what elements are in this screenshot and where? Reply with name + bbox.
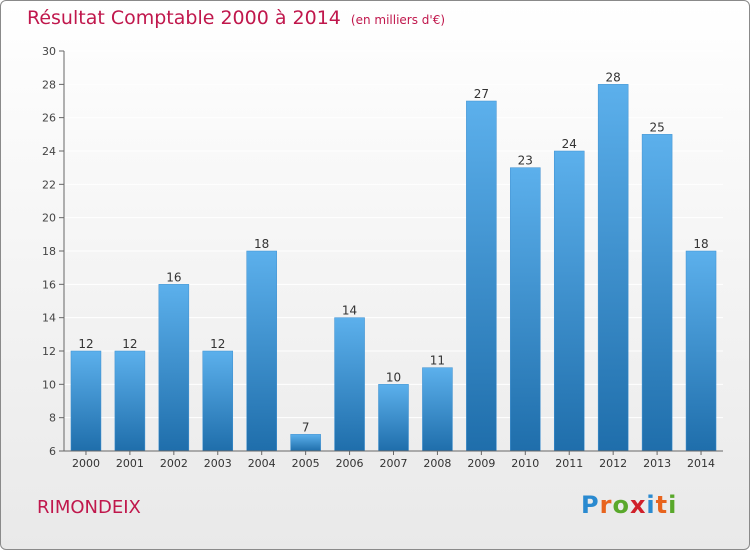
bar-2002 xyxy=(158,284,190,452)
data-label-2011: 24 xyxy=(562,137,577,151)
proxiti-logo[interactable]: Proxiti xyxy=(581,491,677,519)
y-tick-label-10: 10 xyxy=(42,378,56,391)
bar-2009 xyxy=(466,100,497,452)
x-tick-label-2005: 2005 xyxy=(292,457,320,470)
logo-letter: x xyxy=(629,491,647,519)
x-tick-label-2004: 2004 xyxy=(248,457,276,470)
data-label-2004: 18 xyxy=(254,237,269,251)
data-label-2003: 12 xyxy=(210,337,225,351)
x-tick-label-2003: 2003 xyxy=(204,457,232,470)
x-tick-label-2012: 2012 xyxy=(599,457,627,470)
chart-subtitle: (en milliers d'€) xyxy=(350,13,446,27)
x-tick-label-2013: 2013 xyxy=(643,457,671,470)
bar-2011 xyxy=(553,150,585,452)
bar-2004 xyxy=(246,250,277,452)
y-tick-label-20: 20 xyxy=(42,212,56,225)
y-tick-label-22: 22 xyxy=(42,178,56,191)
x-tick-label-2000: 2000 xyxy=(72,457,100,470)
x-tick-label-2010: 2010 xyxy=(511,457,539,470)
x-tick-label-2001: 2001 xyxy=(116,457,144,470)
bar-2012 xyxy=(597,84,629,452)
data-label-2000: 12 xyxy=(78,337,93,351)
logo-letter: i xyxy=(646,491,656,519)
x-tick-label-2009: 2009 xyxy=(467,457,495,470)
data-label-2002: 16 xyxy=(166,270,181,284)
data-label-2001: 12 xyxy=(122,337,137,351)
y-tick-label-12: 12 xyxy=(42,345,56,358)
bar-2001 xyxy=(114,350,146,452)
axis-layer: 6 8 10 12 14 16 18 20 22 24 26 28 30 2000 2001 2002 2003… xyxy=(42,45,723,470)
logo-letter: t xyxy=(655,491,669,519)
bar-2013 xyxy=(641,134,673,452)
commune-name: RIMONDEIX xyxy=(37,497,141,518)
y-tick-label-16: 16 xyxy=(42,278,56,291)
chart-title: Résultat Comptable 2000 à 2014 xyxy=(27,7,341,29)
bar-2005 xyxy=(290,434,321,452)
title-row: Résultat Comptable 2000 à 2014 (en millie… xyxy=(27,7,445,29)
logo-letter: o xyxy=(612,491,630,519)
x-tick-label-2006: 2006 xyxy=(336,457,364,470)
bar-2003 xyxy=(202,350,234,452)
y-tick-label-14: 14 xyxy=(42,312,56,325)
x-tick-label-2007: 2007 xyxy=(380,457,408,470)
bar-2000 xyxy=(70,350,102,452)
bar-2006 xyxy=(334,317,365,452)
y-tick-label-26: 26 xyxy=(42,112,56,125)
bar-2008 xyxy=(422,367,453,452)
data-label-2008: 11 xyxy=(430,354,445,368)
y-tick-label-28: 28 xyxy=(42,78,56,91)
data-label-2006: 14 xyxy=(342,304,357,318)
logo-letter: r xyxy=(599,491,613,519)
x-tick-label-2011: 2011 xyxy=(555,457,583,470)
x-tick-label-2002: 2002 xyxy=(160,457,188,470)
y-tick-label-30: 30 xyxy=(42,45,56,58)
data-label-2005: 7 xyxy=(302,420,310,434)
data-label-2012: 28 xyxy=(606,70,621,84)
bar-2010 xyxy=(510,167,541,452)
data-label-2014: 18 xyxy=(693,237,708,251)
data-label-2010: 23 xyxy=(518,154,533,168)
logo-letter: i xyxy=(668,491,678,519)
data-label-2013: 25 xyxy=(649,120,664,134)
y-tick-label-6: 6 xyxy=(49,445,56,458)
data-label-2009: 27 xyxy=(474,87,489,101)
y-tick-label-18: 18 xyxy=(42,245,56,258)
bar-2014 xyxy=(685,250,717,452)
data-label-2007: 10 xyxy=(386,370,401,384)
bar-2007 xyxy=(378,384,409,452)
y-tick-label-24: 24 xyxy=(42,145,56,158)
y-tick-label-8: 8 xyxy=(49,412,56,425)
x-tick-label-2014: 2014 xyxy=(687,457,715,470)
x-tick-label-2008: 2008 xyxy=(423,457,451,470)
logo-letter: P xyxy=(581,491,600,519)
bars-layer: 12 12 16 12 18 7 14 10 11 27 23 24 28 25 18 xyxy=(70,70,717,452)
